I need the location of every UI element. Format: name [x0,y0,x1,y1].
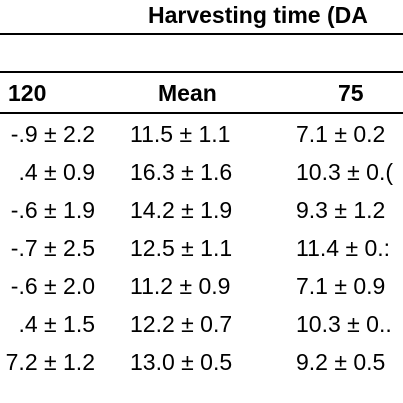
table-row-2-cell-3: 10.3 ± 0.( [296,159,394,185]
table-row-3-cell-3: 9.3 ± 1.2 [296,197,386,223]
table-row-7-cell-1: 7.2 ± 1.2 [5,349,95,375]
table-row-1-cell-2: 11.5 ± 1.1 [130,121,231,147]
table-row-7-cell-3: 9.2 ± 0.5 [296,349,386,375]
column-header-120: 120 [8,80,47,106]
table-row-5-cell-1: -.6 ± 2.0 [10,273,95,299]
table-row-1-cell-3: 7.1 ± 0.2 [296,121,386,147]
table-row-5-cell-2: 11.2 ± 0.9 [130,273,231,299]
table-row-5-cell-3: 7.1 ± 0.9 [296,273,386,299]
table-row-2-cell-1: .4 ± 0.9 [18,159,95,185]
table-row-2-cell-2: 16.3 ± 1.6 [130,159,233,185]
column-header-mean: Mean [158,80,217,106]
table-row-3-cell-1: -.6 ± 1.9 [10,197,95,223]
column-header-75: 75 [338,80,364,106]
table-row-4-cell-1: -.7 ± 2.5 [10,235,95,261]
top-rule [0,33,403,35]
table-row-6-cell-3: 10.3 ± 0.. [296,311,392,337]
table-row-6-cell-2: 12.2 ± 0.7 [130,311,233,337]
header-rule [0,71,403,73]
table-row-3-cell-2: 14.2 ± 1.9 [130,197,233,223]
table-row-4-cell-3: 11.4 ± 0.: [296,235,391,261]
bottom-clip [0,386,403,403]
table-row-6-cell-1: .4 ± 1.5 [18,311,95,337]
harvesting-time-header: Harvesting time (DA [148,2,368,28]
table-row-7-cell-2: 13.0 ± 0.5 [130,349,233,375]
table-row-4-cell-2: 12.5 ± 1.1 [130,235,233,261]
column-header-rule [0,112,403,114]
table-row-1-cell-1: -.9 ± 2.2 [10,121,95,147]
